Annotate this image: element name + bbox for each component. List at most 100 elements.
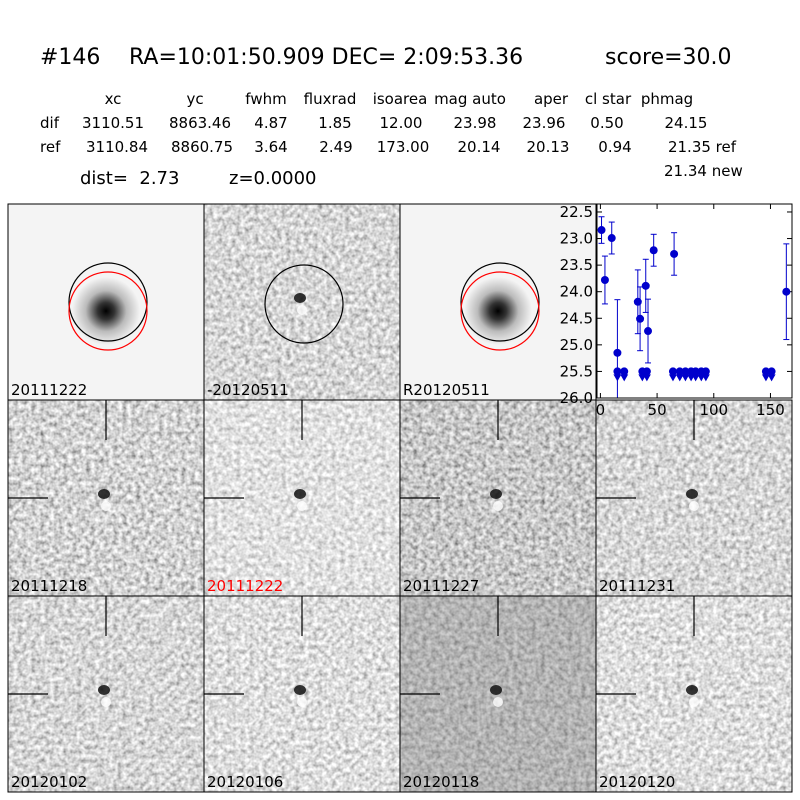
table-cell: 2.49 [319,138,352,156]
point [633,297,642,306]
point [681,367,690,376]
point [642,367,651,376]
residual-bright [689,501,699,511]
table-cell: 1.85 [318,114,351,132]
table-cell: 173.00 [377,138,430,156]
stamp-label: 20111227 [403,577,479,595]
residual-dark [294,489,306,499]
stamp-label: -20120511 [207,381,289,399]
y-tick-label: 24.5 [560,309,593,327]
upper-limit [767,374,776,382]
aperture [68,262,148,342]
residual-bright [689,697,699,707]
candidate-id: #146 [40,45,100,70]
plot-frame [596,203,793,399]
column-header: phmag [641,90,693,108]
residual-dark [98,685,110,695]
residual-bright [297,501,307,511]
residual-dark [294,293,306,303]
coordinates: RA=10:01:50.909 DEC= 2:09:53.36 [129,45,523,70]
point [613,367,622,376]
stamp: 20120120 [596,596,792,792]
residual-dark [490,489,502,499]
x-tick-label: 100 [699,401,728,419]
stamp: 20120106 [204,596,400,792]
plot-background [597,204,792,398]
residual-bright [101,501,111,511]
stamp-label: R20120511 [403,381,490,399]
point [782,287,791,296]
point [767,367,776,376]
residual-dark [686,489,698,499]
y-tick-label: 25.0 [560,336,593,354]
table-cell: 0.94 [598,138,631,156]
point [644,327,653,336]
table-cell: 24.15 [665,114,708,132]
y-tick-label: 26.0 [560,389,593,407]
table-cell: 20.14 [458,138,501,156]
column-header: fluxrad [304,90,357,108]
point [641,281,650,290]
upper-limit [642,374,651,382]
table-cell: 20.13 [527,138,570,156]
upper-limit [761,374,770,382]
upper-limit [681,374,690,382]
stamp-label: 20111222 [11,381,87,399]
table-cell: 3110.84 [86,138,148,156]
stamp: R20120511 [400,204,596,400]
stamp: 20111222 [8,204,204,400]
stamp-label: 20111218 [11,577,87,595]
upper-limit [691,374,700,382]
x-tick-label: 150 [756,401,785,419]
table-cell: 12.00 [380,114,423,132]
aperture [264,264,344,344]
upper-limit [620,374,629,382]
upper-limit [613,374,622,382]
stamp: 20111218 [8,400,204,596]
column-header: fwhm [245,90,286,108]
column-header: mag auto [434,90,506,108]
point [620,367,629,376]
dist: dist= 2.73 [80,168,179,189]
stamp-label: 20120118 [403,773,479,791]
y-tick-label: 24.0 [560,283,593,301]
stamp: 20111227 [400,400,596,596]
x-tick-label: 0 [596,401,606,419]
source [72,277,140,345]
point [701,367,710,376]
residual-bright [493,501,503,511]
point [649,246,658,255]
table-cell: 3.64 [254,138,287,156]
point [691,367,700,376]
point [670,249,679,258]
residual-dark [490,685,502,695]
residual-dark [294,685,306,695]
point [597,226,606,235]
stamp-label: 20111231 [599,577,675,595]
column-header: cl star [585,90,632,108]
residual-dark [98,489,110,499]
point [668,367,677,376]
table-cell: 21.35 ref [668,138,737,156]
residual-bright [297,697,307,707]
stamp-label: 20120106 [207,773,283,791]
table-cell: 23.96 [523,114,566,132]
x-tick-label: 50 [648,401,667,419]
table-cell: 8863.46 [169,114,231,132]
column-header: xc [105,90,122,108]
column-header: aper [534,90,569,108]
table-cell: 4.87 [254,114,287,132]
row-label: ref [40,138,61,156]
point [636,314,645,323]
residual-dark [686,685,698,695]
point [675,367,684,376]
point [600,276,609,285]
column-header: isoarea [373,90,428,108]
stamp: 20111231 [596,400,792,596]
y-tick-label: 23.0 [560,230,593,248]
upper-limit [701,374,710,382]
table-cell: 0.50 [590,114,623,132]
residual-bright [101,697,111,707]
table-cell: 23.98 [454,114,497,132]
